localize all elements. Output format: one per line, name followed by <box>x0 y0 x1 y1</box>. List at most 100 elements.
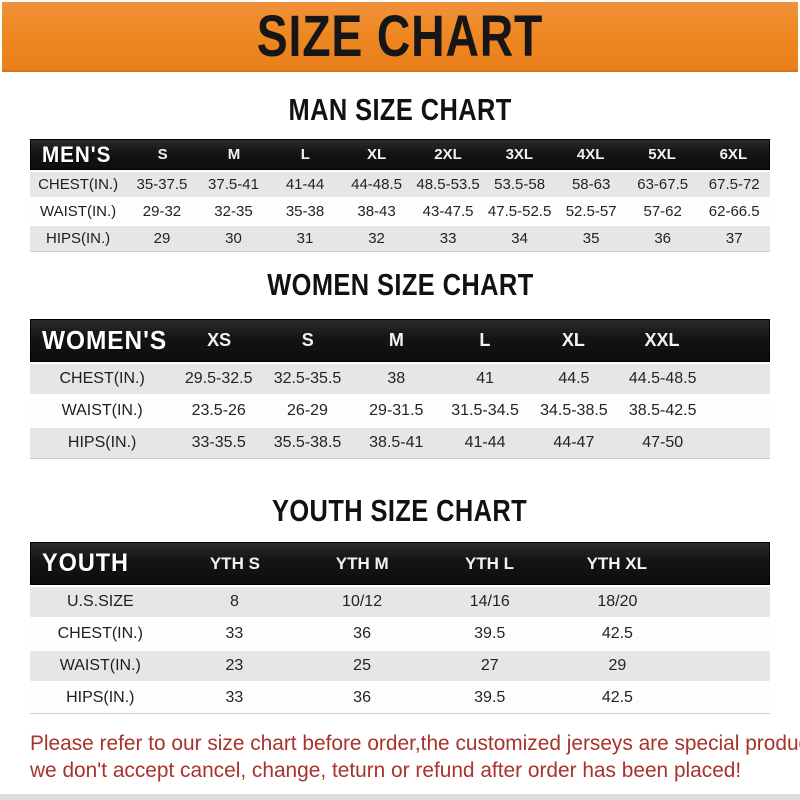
youth-row-chest-in: CHEST(IN.) 33 36 39.5 42.5 <box>30 619 770 649</box>
men-hips-in-m: 30 <box>225 230 242 247</box>
men-heading: MAN SIZE CHART <box>0 93 800 127</box>
men-hips-in-4xl: 35 <box>582 230 600 247</box>
men-hips-in-2xl: 33 <box>439 230 457 247</box>
youth-u-s-size-yth-s: 8 <box>229 593 239 610</box>
women-col-xs: XS <box>207 330 232 350</box>
youth-col-yth-xl: YTH XL <box>586 553 648 573</box>
women-hips-in-m: 38.5-41 <box>369 434 424 451</box>
men-waist-in-4xl: 52.5-57 <box>565 203 617 220</box>
youth-header-spacer <box>680 543 769 584</box>
women-chest-in-xl: 44.5 <box>558 370 590 387</box>
men-col-m: M <box>227 146 241 163</box>
section-women: WOMEN SIZE CHART WOMEN'S XS S M L XL XXL CHEST(I… <box>0 268 800 459</box>
women-row-spacer <box>707 428 770 458</box>
women-waist-in-xl: 34.5-38.5 <box>540 402 608 419</box>
men-col-3xl: 3XL <box>505 146 534 163</box>
women-chest-in-m: 38 <box>387 370 406 387</box>
men-chest-in-xl: 44-48.5 <box>351 176 402 193</box>
men-chest-in-l: 41-44 <box>285 176 325 193</box>
women-col-m: M <box>388 330 404 350</box>
youth-row-label-chest-in: CHEST(IN.) <box>57 625 143 642</box>
men-row-label-waist-in: WAIST(IN.) <box>40 203 117 220</box>
youth-row-label-hips-in: HIPS(IN.) <box>66 689 135 706</box>
men-row-waist-in: WAIST(IN.) 29-32 32-35 35-38 38-43 43-47.5 47.… <box>30 199 770 224</box>
women-waist-in-l: 31.5-34.5 <box>451 402 519 419</box>
women-row-label-hips-in: HIPS(IN.) <box>67 434 137 451</box>
section-youth: YOUTH SIZE CHART YOUTH YTH S YTH M YTH L YTH … <box>0 494 800 714</box>
men-waist-in-6xl: 62-66.5 <box>708 203 760 220</box>
women-size-table: WOMEN'S XS S M L XL XXL CHEST(IN.) 29.5-32.5 32.5… <box>30 319 770 459</box>
section-men: MAN SIZE CHART MEN'S S M L XL 2XL 3XL 4XL 5XL 6XL C… <box>0 93 800 252</box>
youth-col-yth-l: YTH L <box>464 553 515 573</box>
youth-row-waist-in: WAIST(IN.) 23 25 27 29 <box>30 651 770 681</box>
size-chart-sections: MAN SIZE CHART MEN'S S M L XL 2XL 3XL 4XL 5XL 6XL C… <box>0 93 800 714</box>
women-waist-in-xs: 23.5-26 <box>191 402 246 419</box>
youth-table-header-row: YOUTH YTH S YTH M YTH L YTH XL <box>30 542 770 585</box>
women-hips-in-l: 41-44 <box>464 434 506 451</box>
women-chest-in-l: 41 <box>476 370 494 387</box>
banner: SIZE CHART <box>2 2 798 72</box>
youth-waist-in-yth-l: 27 <box>480 657 499 674</box>
youth-row-spacer <box>681 683 770 713</box>
men-row-label-chest-in: CHEST(IN.) <box>38 176 119 193</box>
youth-hips-in-yth-m: 36 <box>353 689 371 706</box>
women-hips-in-s: 35.5-38.5 <box>273 434 342 451</box>
women-col-xxl: XXL <box>644 330 680 350</box>
youth-row-spacer <box>681 651 770 681</box>
youth-waist-in-yth-m: 25 <box>353 657 371 674</box>
women-waist-in-m: 29-31.5 <box>369 402 424 419</box>
men-chest-in-3xl: 53.5-58 <box>494 176 546 193</box>
women-row-waist-in: WAIST(IN.) 23.5-26 26-29 29-31.5 31.5-34.5 34… <box>30 396 770 426</box>
men-chest-in-s: 35-37.5 <box>136 176 188 193</box>
women-row-spacer <box>707 364 770 394</box>
bottom-edge-strip <box>0 794 800 800</box>
men-group-label: MEN'S <box>42 141 112 167</box>
men-hips-in-l: 31 <box>296 230 314 247</box>
youth-u-s-size-yth-m: 10/12 <box>342 593 383 610</box>
youth-chest-in-yth-l: 39.5 <box>474 625 506 642</box>
men-col-s: S <box>157 146 168 163</box>
youth-row-label-u-s-size: U.S.SIZE <box>66 593 134 610</box>
youth-u-s-size-yth-l: 14/16 <box>469 593 510 610</box>
women-hips-in-xl: 44-47 <box>553 434 595 451</box>
men-hips-in-s: 29 <box>153 230 171 247</box>
youth-hips-in-yth-l: 39.5 <box>474 689 506 706</box>
men-waist-in-3xl: 47.5-52.5 <box>487 203 552 220</box>
youth-size-table: YOUTH YTH S YTH M YTH L YTH XL U.S.SIZE 8 10/12… <box>30 542 770 714</box>
youth-chest-in-yth-m: 36 <box>353 625 371 642</box>
youth-u-s-size-yth-xl: 18/20 <box>597 593 638 610</box>
men-col-6xl: 6XL <box>719 146 748 163</box>
women-chest-in-xs: 29.5-32.5 <box>184 370 253 387</box>
youth-group-label-cell: YOUTH <box>31 543 171 584</box>
youth-row-u-s-size: U.S.SIZE 8 10/12 14/16 18/20 <box>30 587 770 617</box>
women-row-label-chest-in: CHEST(IN.) <box>59 370 145 387</box>
men-col-xl: XL <box>367 146 387 163</box>
women-chest-in-s: 32.5-35.5 <box>273 370 342 387</box>
men-col-l: L <box>300 146 310 163</box>
men-chest-in-2xl: 48.5-53.5 <box>416 176 480 193</box>
women-group-label: WOMEN'S <box>42 325 168 355</box>
youth-hips-in-yth-s: 33 <box>225 689 244 706</box>
men-col-5xl: 5XL <box>648 146 676 163</box>
men-waist-in-5xl: 57-62 <box>643 203 682 220</box>
women-heading: WOMEN SIZE CHART <box>0 268 800 302</box>
men-waist-in-s: 29-32 <box>142 203 182 220</box>
women-col-s: S <box>301 330 314 350</box>
page-title: SIZE CHART <box>256 3 544 69</box>
women-waist-in-s: 26-29 <box>287 402 328 419</box>
footer-note: Please refer to our size chart before or… <box>0 730 800 784</box>
youth-group-label: YOUTH <box>42 549 129 577</box>
youth-chest-in-yth-s: 33 <box>225 625 244 642</box>
men-waist-in-m: 32-35 <box>214 203 253 220</box>
youth-waist-in-yth-s: 23 <box>225 657 244 674</box>
men-heading-text: MAN SIZE CHART <box>288 92 512 127</box>
men-group-label-cell: MEN'S <box>31 140 127 169</box>
footer-line-2: we don't accept cancel, change, teturn o… <box>30 758 742 782</box>
men-chest-in-6xl: 67.5-72 <box>708 176 760 193</box>
youth-hips-in-yth-xl: 42.5 <box>601 689 633 706</box>
youth-row-label-waist-in: WAIST(IN.) <box>59 657 141 674</box>
men-hips-in-6xl: 37 <box>725 230 743 247</box>
women-table-header-row: WOMEN'S XS S M L XL XXL <box>30 319 770 362</box>
men-waist-in-2xl: 43-47.5 <box>422 203 474 220</box>
